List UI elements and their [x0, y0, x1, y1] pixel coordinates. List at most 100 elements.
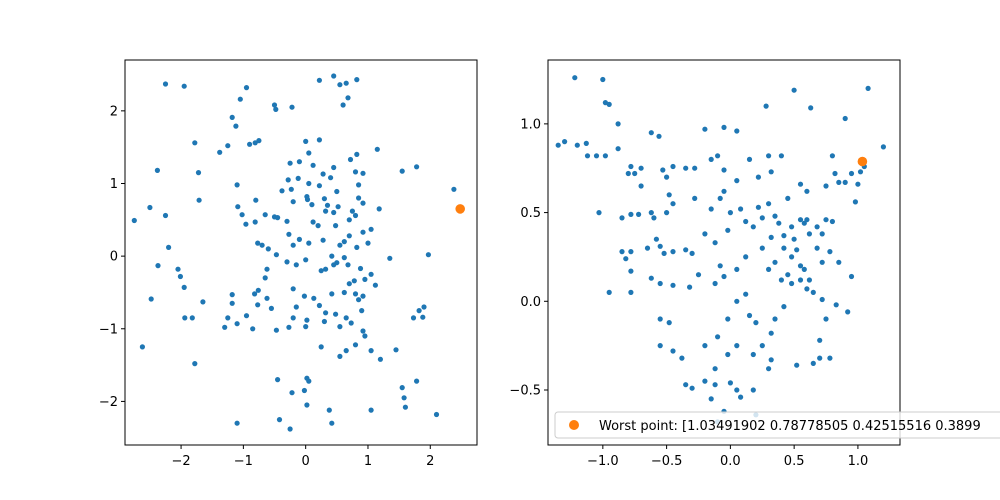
data-point — [352, 342, 359, 348]
data-point — [196, 197, 202, 203]
data-point — [721, 167, 727, 173]
data-point — [229, 300, 235, 306]
data-point — [801, 266, 807, 272]
data-point — [670, 163, 676, 170]
data-point — [606, 101, 612, 107]
data-point — [275, 215, 281, 221]
data-point — [791, 87, 797, 93]
data-point — [309, 202, 315, 208]
data-point — [347, 156, 354, 163]
data-point — [341, 255, 347, 261]
x-tick-label: 0.0 — [720, 454, 741, 469]
data-point — [817, 355, 823, 361]
data-point — [734, 298, 740, 304]
data-point — [746, 312, 753, 319]
data-point — [750, 351, 756, 358]
data-point — [814, 224, 820, 230]
data-point — [303, 257, 309, 263]
data-point — [217, 149, 223, 155]
data-point — [738, 206, 744, 212]
data-point — [814, 245, 820, 251]
data-point — [368, 226, 374, 232]
left-plot-y-ticks: −2 −1 0 1 2 — [99, 104, 125, 410]
data-point — [702, 231, 708, 237]
data-point — [306, 240, 312, 246]
data-point — [376, 206, 382, 212]
data-point — [243, 313, 250, 319]
data-point — [289, 390, 295, 396]
y-tick-label: −2 — [99, 395, 118, 410]
data-point — [331, 73, 337, 79]
data-point — [734, 343, 740, 349]
data-point — [304, 196, 311, 203]
data-point — [766, 201, 772, 207]
data-point — [842, 115, 848, 122]
data-point — [823, 183, 829, 189]
data-point — [727, 380, 734, 386]
data-point — [823, 217, 829, 223]
x-tick-label: −2 — [171, 454, 190, 469]
data-point — [743, 218, 749, 225]
data-point — [289, 104, 295, 110]
data-point — [399, 168, 405, 174]
data-point — [262, 212, 268, 218]
data-point — [785, 195, 791, 201]
data-point — [819, 231, 825, 237]
legend-label: Worst point: [1.03491902 0.78778505 0.42… — [599, 419, 981, 434]
data-point — [268, 305, 274, 311]
data-point — [670, 249, 676, 255]
data-point — [284, 218, 290, 224]
data-point — [721, 273, 727, 280]
data-point — [628, 268, 634, 274]
data-point — [836, 179, 842, 185]
data-point — [715, 153, 721, 159]
data-point — [712, 280, 718, 287]
data-point — [368, 407, 374, 413]
data-point — [766, 366, 772, 372]
data-point — [768, 234, 774, 240]
data-point — [348, 320, 354, 326]
data-point — [326, 407, 332, 413]
data-point — [316, 77, 322, 83]
data-point — [683, 165, 689, 171]
data-point — [311, 295, 317, 301]
data-point — [177, 273, 183, 280]
data-point — [296, 159, 302, 165]
data-point — [804, 217, 810, 223]
data-point — [259, 242, 265, 248]
data-point — [393, 347, 399, 353]
data-point — [372, 282, 378, 288]
data-point — [689, 385, 695, 391]
data-point — [804, 286, 810, 292]
data-point — [301, 387, 307, 394]
data-point — [648, 210, 654, 216]
data-point — [721, 188, 727, 194]
right-plot-x-ticks: −1.0 −0.5 0.0 0.5 1.0 — [587, 445, 868, 469]
data-point — [200, 299, 206, 305]
data-point — [345, 262, 351, 268]
data-point — [290, 199, 296, 205]
data-point — [689, 250, 695, 256]
data-point — [346, 281, 352, 287]
data-point — [155, 263, 161, 269]
data-point — [343, 80, 349, 86]
data-point — [360, 293, 366, 299]
data-point — [148, 296, 154, 302]
data-point — [318, 344, 324, 350]
y-tick-label: 0.5 — [520, 206, 541, 221]
data-point — [343, 315, 349, 321]
right-scatter-plot: −1.0 −0.5 0.0 0.5 1.0 −0.5 0.0 0.5 1.0 — [509, 59, 901, 469]
data-point — [628, 249, 634, 255]
data-point — [657, 280, 663, 287]
data-point — [755, 204, 762, 210]
data-point — [356, 182, 362, 188]
data-point — [139, 344, 145, 350]
data-point — [310, 219, 316, 225]
data-point — [768, 169, 774, 175]
data-point — [192, 140, 198, 146]
data-point — [759, 245, 765, 251]
data-point — [789, 224, 795, 230]
data-point — [323, 266, 329, 272]
data-point — [154, 167, 160, 173]
data-point — [797, 277, 804, 283]
